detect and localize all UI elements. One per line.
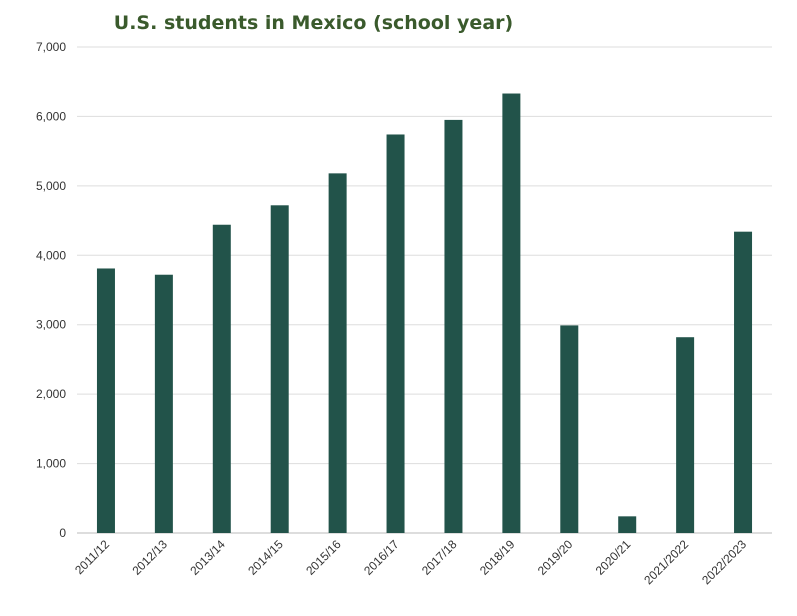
bar — [734, 231, 753, 533]
bar — [386, 134, 405, 534]
chart-title: U.S. students in Mexico (school year) — [113, 12, 514, 34]
x-tick-label: 2019/20 — [535, 537, 576, 578]
y-tick-label: 7,000 — [36, 40, 66, 54]
bar — [502, 93, 521, 533]
bar — [618, 516, 637, 533]
x-tick-label: 2022/2023 — [699, 537, 749, 587]
bar — [154, 274, 173, 533]
y-tick-label: 6,000 — [36, 109, 66, 123]
bar — [328, 173, 347, 534]
y-tick-label: 2,000 — [36, 387, 66, 401]
x-tick-label: 2017/18 — [419, 537, 460, 578]
y-tick-label: 1,000 — [36, 457, 66, 471]
y-tick-label: 4,000 — [36, 248, 66, 262]
bar — [444, 119, 463, 534]
x-tick-label: 2020/21 — [593, 537, 634, 578]
bar — [212, 224, 231, 534]
x-tick-label: 2015/16 — [303, 537, 344, 578]
x-tick-label: 2014/15 — [245, 537, 286, 578]
x-tick-label: 2013/14 — [187, 537, 228, 578]
x-tick-label: 2012/13 — [129, 537, 170, 578]
x-tick-label: 2011/12 — [72, 537, 112, 577]
x-tick-label: 2021/2022 — [641, 537, 691, 587]
x-tick-label: 2016/17 — [361, 537, 402, 578]
y-tick-label: 0 — [59, 526, 66, 540]
bar — [676, 337, 695, 533]
bar — [96, 268, 115, 533]
y-tick-label: 3,000 — [36, 318, 66, 332]
y-tick-label: 5,000 — [36, 179, 66, 193]
bar — [560, 325, 579, 533]
bar — [270, 205, 289, 533]
x-tick-label: 2018/19 — [477, 537, 518, 578]
